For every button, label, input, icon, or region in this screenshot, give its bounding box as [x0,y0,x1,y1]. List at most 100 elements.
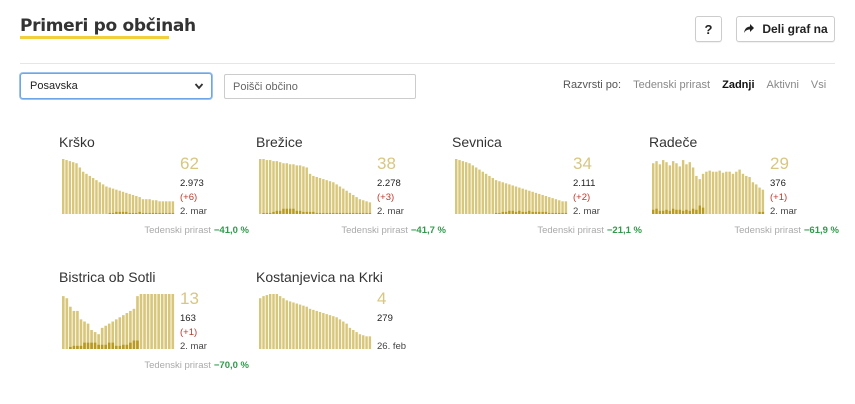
chart-bar [95,180,98,214]
chart-bar [107,323,111,349]
card-bar-chart [455,159,568,214]
card-active-count: 38 [377,154,396,173]
chart-bar-new [125,344,129,349]
chart-bar [312,175,315,214]
region-select[interactable]: Posavska [20,73,212,99]
chart-bar [302,166,305,214]
chart-bar [132,308,136,349]
chart-bar-new [678,209,682,214]
chart-bar [518,187,521,214]
municipality-card[interactable]: Krško 62 2.973 (+6) 2. mar Tedenski prirast −4… [59,134,249,249]
municipality-card[interactable]: Brežice 38 2.278 (+3) 2. mar Tedenski prirast… [256,134,446,249]
chart-bar-new [107,342,111,349]
chart-bar [101,184,105,214]
chart-bar-new [83,342,86,349]
chart-bar [138,197,141,214]
chart-bar-new [165,212,168,214]
chart-bar-new [554,212,558,214]
chart-bar [365,336,368,349]
chart-bar-new [501,211,504,214]
chart-bar-new [518,210,521,214]
chart-bar [155,200,158,214]
chart-bar [528,190,531,214]
chart-bar-new [511,210,514,214]
card-bar-chart [62,159,175,214]
chart-bar [265,295,269,349]
chart-bar-new [348,212,352,214]
chart-bar-new [335,212,338,214]
chart-bar-new [262,212,265,214]
municipality-card[interactable]: Bistrica ob Sotli 13 163 (+1) 2. mar Tedenski… [59,269,249,384]
chart-bar [715,171,718,214]
chart-bar [521,188,524,214]
weekly-growth-value: −41,7 % [410,225,446,236]
chart-bar [72,310,76,349]
share-button[interactable]: Deli graf na [736,16,835,42]
chart-bar-new [368,212,372,214]
chart-bar [335,317,338,349]
chart-bar [338,319,342,349]
chart-bar [171,294,175,349]
chart-bar [494,180,498,214]
chart-bar [65,298,69,349]
municipality-card[interactable]: Sevnica 34 2.111 (+2) 2. mar Tedenski prirast… [452,134,642,249]
card-weekly-growth: Tedenski prirast −41,7 % [341,225,446,236]
chart-bar-new [528,210,531,214]
chart-bar [129,310,132,349]
chart-bar [83,321,86,349]
chart-bar [471,165,475,214]
sort-option-active[interactable]: Aktivni [766,79,799,91]
card-delta: (+3) [377,192,395,203]
chart-bar [335,184,338,214]
sort-option-latest[interactable]: Zadnji [721,79,756,95]
sort-option-weekly-growth[interactable]: Tedenski prirast [633,79,711,91]
chart-bar-new [148,212,151,214]
chart-bar [514,186,518,214]
chart-bar-new [97,344,100,349]
chart-bar [298,304,302,349]
chart-bar-new [544,211,548,214]
sort-option-all[interactable]: Vsi [810,79,827,91]
chart-bar-new [136,340,139,349]
chart-bar [285,300,289,349]
chart-bar-new [282,208,285,214]
weekly-growth-value: −70,0 % [213,360,249,371]
chart-bar [278,162,282,214]
chart-bar [328,315,332,349]
chart-bar-new [121,211,125,214]
chart-bar-new [531,211,534,214]
chart-bar [352,329,355,349]
chart-bar [78,167,82,214]
chart-bar-new [668,210,672,214]
municipality-card[interactable]: Radeče 29 376 (+1) 2. mar Tedenski prirast −61… [649,134,839,249]
chart-bar-new [288,208,292,214]
chart-bar [365,201,368,214]
municipality-card[interactable]: Kostanjevica na Krki 4 279 26. feb [256,269,446,384]
chart-bar-new [758,211,761,214]
chart-bar-new [76,345,79,349]
help-button[interactable]: ? [695,16,722,42]
chart-bar [62,159,65,214]
chart-bar-new [128,212,131,214]
chevron-down-icon [194,83,204,90]
chart-bar [348,192,352,214]
chart-bar [148,199,151,214]
chart-bar [111,321,115,349]
card-date: 2. mar [770,206,797,217]
chart-bar [322,313,325,349]
weekly-growth-label: Tedenski prirast [144,360,211,371]
chart-bar-new [564,212,568,214]
chart-bar-new [665,209,668,214]
chart-bar [362,200,365,214]
chart-bar-new [138,211,141,214]
card-active-count: 4 [377,289,387,308]
chart-bar-new [171,212,175,214]
chart-bar-new [305,211,308,214]
chart-bar [665,162,668,214]
chart-bar [62,296,65,349]
chart-bar [108,187,111,214]
municipality-search-input[interactable] [224,74,416,99]
chart-bar-new [701,207,705,214]
chart-bar [478,169,481,214]
chart-bar [735,171,738,214]
